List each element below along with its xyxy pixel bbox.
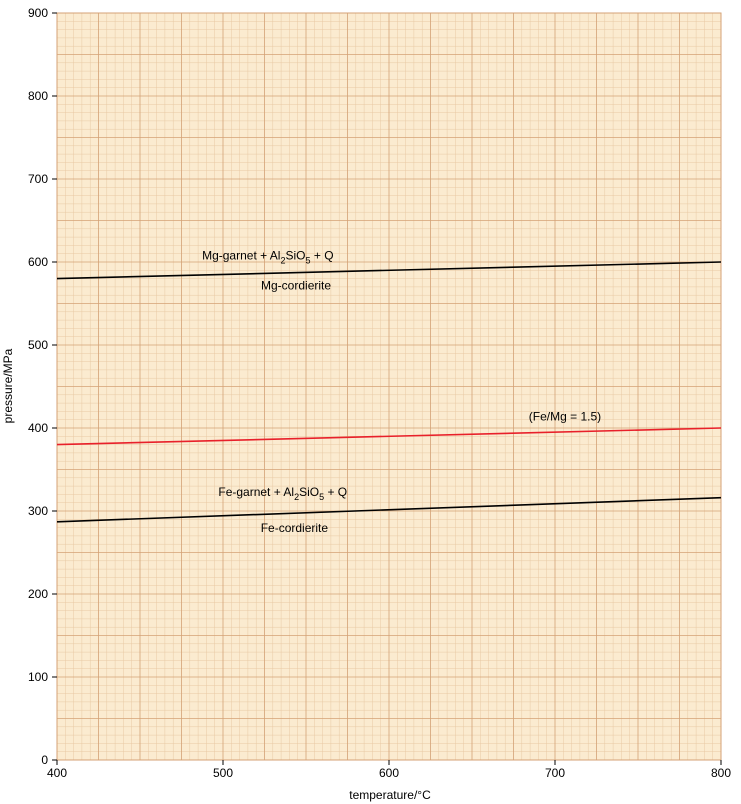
y-tick-label: 300: [28, 504, 48, 518]
x-tick-label: 800: [711, 766, 731, 780]
y-tick-label: 0: [41, 753, 48, 767]
fe-mg-ratio-label: (Fe/Mg = 1.5): [529, 410, 601, 424]
fe-cordierite-label: Fe-cordierite: [261, 521, 329, 535]
mg-garnet-label: Mg-garnet + Al2SiO5 + Q: [202, 249, 333, 266]
x-tick-label: 500: [213, 766, 233, 780]
y-tick-label: 900: [28, 6, 48, 20]
y-tick-label: 700: [28, 172, 48, 186]
mg-cordierite-label: Mg-cordierite: [261, 278, 331, 292]
x-tick-label: 600: [379, 766, 399, 780]
fe-garnet-label: Fe-garnet + Al2SiO5 + Q: [218, 485, 347, 502]
y-tick-label: 200: [28, 587, 48, 601]
series-line-2: [56, 427, 722, 446]
y-tick-label: 600: [28, 255, 48, 269]
y-tick-label: 500: [28, 338, 48, 352]
x-ticks: 400 500 600 700 800: [47, 760, 731, 780]
major-grid: [56, 12, 722, 761]
x-axis-label: temperature/°C: [349, 788, 431, 802]
series-lines: [56, 261, 722, 523]
x-tick-label: 700: [545, 766, 565, 780]
x-tick-label: 400: [47, 766, 67, 780]
y-tick-label: 800: [28, 89, 48, 103]
y-axis-label: pressure/MPa: [1, 348, 15, 423]
y-ticks: 0 100 200 300 400 500 600 700 800 900: [28, 6, 57, 767]
series-line-3: [56, 496, 722, 523]
series-line-1: [56, 261, 722, 280]
y-tick-label: 100: [28, 670, 48, 684]
y-tick-label: 400: [28, 421, 48, 435]
